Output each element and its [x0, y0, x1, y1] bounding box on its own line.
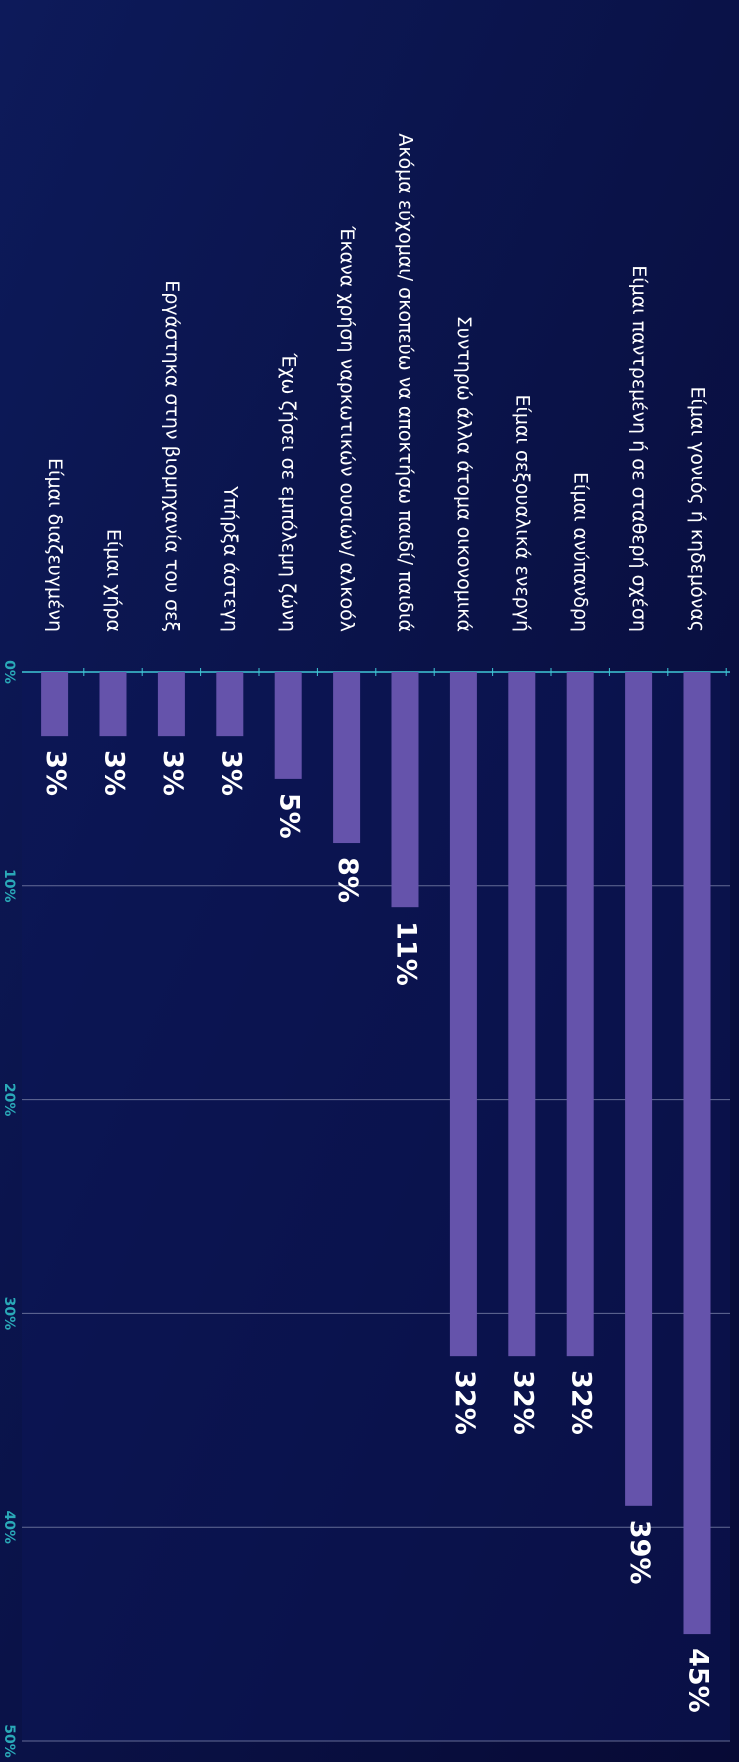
value-label: 32% — [449, 1370, 480, 1435]
value-label: 8% — [332, 857, 363, 903]
category-label: Έχω ζήσει σε εμπόλεμη ζώνη — [278, 352, 300, 632]
bar — [625, 672, 653, 1506]
bar — [157, 672, 185, 737]
category-label: Είμαι σεξουαλικά ενεργή — [511, 395, 533, 633]
y-tick-label: 40% — [1, 1510, 17, 1544]
value-label: 45% — [683, 1648, 714, 1713]
y-tick-label: 10% — [1, 869, 17, 903]
value-label: 5% — [274, 793, 305, 839]
category-label: Υπήρξα άστεγη — [219, 485, 241, 632]
bar — [508, 672, 536, 1357]
category-label: Συντηρώ άλλα άτομα οικονομικά — [453, 316, 475, 632]
category-label: Είμαι διαζευγμένη — [44, 458, 66, 632]
value-label: 32% — [507, 1370, 538, 1435]
value-label: 39% — [624, 1520, 655, 1585]
bar — [391, 672, 419, 908]
category-label: Είμαι παντρεμένη ή σε σταθερή σχέση — [628, 265, 650, 632]
category-label: Έκανα χρήση ναρκωτικών ουσιών/ αλκοόλ — [336, 225, 358, 632]
category-label: Εργάστηκα στην βιομηχανία του σεξ — [161, 280, 183, 632]
value-label: 3% — [215, 750, 246, 796]
bar — [566, 672, 594, 1357]
y-tick-label: 30% — [1, 1297, 17, 1331]
value-label: 32% — [566, 1370, 597, 1435]
bar — [41, 672, 69, 737]
category-label: Ακόμα εύχομαι/ σκοπεύω να αποκτήσω παιδί… — [395, 133, 417, 632]
value-label: 3% — [157, 750, 188, 796]
plot-area — [22, 672, 730, 1741]
bar — [274, 672, 302, 779]
bar — [449, 672, 477, 1357]
value-label: 3% — [40, 750, 71, 796]
value-label: 11% — [391, 921, 422, 986]
bar — [216, 672, 244, 737]
category-label: Είμαι γονιός ή κηδεμόνας — [687, 387, 709, 632]
y-tick-label: 20% — [1, 1083, 17, 1117]
y-tick-label: 0% — [1, 660, 17, 684]
value-label: 3% — [99, 750, 130, 796]
bar — [683, 672, 711, 1635]
category-label: Είμαι χήρα — [103, 529, 125, 632]
y-tick-label: 50% — [1, 1724, 17, 1758]
bar — [333, 672, 361, 844]
bar — [99, 672, 127, 737]
category-label: Είμαι ανύπανδρη — [570, 472, 592, 632]
